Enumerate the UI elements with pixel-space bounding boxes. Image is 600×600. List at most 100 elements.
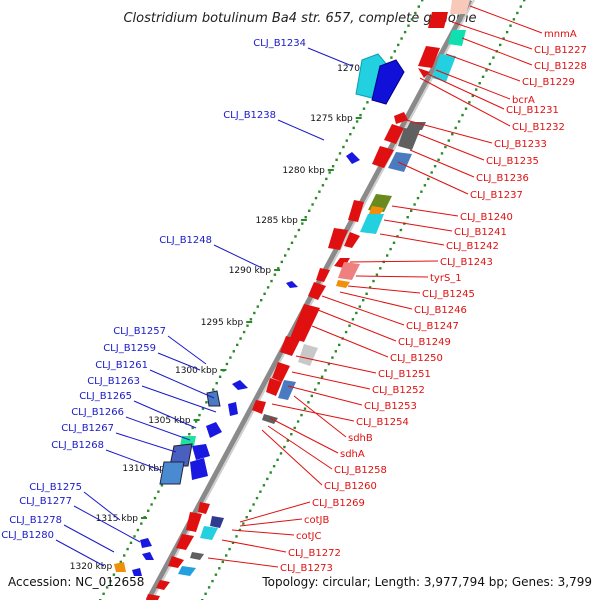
- gene-label-CLJ_B1267[interactable]: CLJ_B1267: [61, 423, 114, 434]
- gene-label-CLJ_B1278[interactable]: CLJ_B1278: [9, 515, 62, 526]
- gene-sdhB[interactable]: [278, 380, 296, 400]
- gene-CLJ_B1261[interactable]: [228, 402, 238, 416]
- gene-label-CLJ_B1260[interactable]: CLJ_B1260: [324, 481, 377, 492]
- gene-CLJ_B1266[interactable]: [169, 443, 193, 467]
- gene-CLJ_B1275[interactable]: [140, 538, 152, 548]
- gene-CLJ_B1259[interactable]: [206, 390, 221, 407]
- gene-label-CLJ_B1254[interactable]: CLJ_B1254: [356, 417, 409, 428]
- gene-CLJ_B1247[interactable]: [308, 282, 326, 300]
- gene-label-CLJ_B1252[interactable]: CLJ_B1252: [372, 385, 425, 396]
- gene-CLJ_B1273c[interactable]: [178, 566, 196, 576]
- gene-label-CLJ_B1248[interactable]: CLJ_B1248: [159, 235, 212, 246]
- gene-label-CLJ_B1237[interactable]: CLJ_B1237: [470, 190, 523, 201]
- gene-CLJ_B1280b[interactable]: [132, 568, 142, 576]
- gene-label-CLJ_B1269[interactable]: CLJ_B1269: [312, 498, 365, 509]
- gene-label-CLJ_B1273[interactable]: CLJ_B1273: [280, 563, 333, 574]
- gene-label-tyrS_1[interactable]: tyrS_1: [430, 273, 462, 284]
- gene-CLJ_B1257[interactable]: [232, 380, 248, 390]
- gene-label-CLJ_B1266[interactable]: CLJ_B1266: [71, 407, 124, 418]
- gene-label-CLJ_B1228[interactable]: CLJ_B1228: [534, 61, 587, 72]
- gene-CLJ_B1272[interactable]: [176, 534, 194, 550]
- gene-CLJ_B1231[interactable]: [418, 68, 430, 78]
- gene-label-CLJ_B1257[interactable]: CLJ_B1257: [113, 326, 166, 337]
- gene-label-CLJ_B1236[interactable]: CLJ_B1236: [476, 173, 529, 184]
- gene-label-CLJ_B1234[interactable]: CLJ_B1234: [253, 38, 306, 49]
- gene-tyrS_1[interactable]: [338, 262, 360, 280]
- gene-CLJ_B1252[interactable]: [272, 362, 290, 382]
- gene-CLJ_B1248[interactable]: [286, 281, 298, 288]
- gene-label-CLJ_B1250[interactable]: CLJ_B1250: [390, 353, 443, 364]
- gene-label-CLJ_B1263[interactable]: CLJ_B1263: [87, 376, 140, 387]
- gene-label-CLJ_B1253[interactable]: CLJ_B1253: [364, 401, 417, 412]
- gene-CLJ_B1227[interactable]: [428, 12, 448, 28]
- gene-label-cotJB[interactable]: cotJB: [304, 515, 329, 526]
- gene-CLJ_B1245[interactable]: [336, 280, 350, 288]
- gene-CLJ_B1268b[interactable]: [190, 458, 208, 480]
- gene-CLJ_B1269[interactable]: [198, 502, 210, 514]
- gene-label-CLJ_B1275[interactable]: CLJ_B1275: [29, 482, 82, 493]
- gene-label-bcrA[interactable]: bcrA: [512, 95, 535, 106]
- gene-mnmA[interactable]: [450, 0, 470, 14]
- gene-label-CLJ_B1280[interactable]: CLJ_B1280: [1, 530, 54, 541]
- gene-CLJ_B1242b[interactable]: [344, 232, 360, 248]
- gene-CLJ_B1238[interactable]: [346, 152, 360, 164]
- gene-label-CLJ_B1243[interactable]: CLJ_B1243: [440, 257, 493, 268]
- gene-CLJ_B1273d[interactable]: [156, 580, 170, 590]
- gene-CLJ_B1249[interactable]: [290, 304, 320, 342]
- gene-tail[interactable]: [146, 594, 160, 600]
- gene-CLJ_B1267[interactable]: [192, 444, 210, 460]
- gene-CLJ_B1251[interactable]: [298, 344, 318, 366]
- gene-CLJ_B1277[interactable]: [142, 552, 154, 560]
- gene-cotJB-b[interactable]: [186, 512, 202, 532]
- gene-label-CLJ_B1247[interactable]: CLJ_B1247: [406, 321, 459, 332]
- gene-CLJ_B1240b[interactable]: [348, 200, 364, 222]
- gene-label-CLJ_B1232[interactable]: CLJ_B1232: [512, 122, 565, 133]
- gene-label-CLJ_B1235[interactable]: CLJ_B1235: [486, 156, 539, 167]
- gene-label-sdhA[interactable]: sdhA: [340, 449, 365, 460]
- gene-label-CLJ_B1261[interactable]: CLJ_B1261: [95, 360, 148, 371]
- gene-CLJ_B1250[interactable]: [280, 336, 300, 356]
- gene-CLJ_B1243[interactable]: [334, 258, 350, 268]
- gene-label-CLJ_B1272[interactable]: CLJ_B1272: [288, 548, 341, 559]
- gene-CLJ_B1229[interactable]: [418, 46, 440, 68]
- gene-label-CLJ_B1241[interactable]: CLJ_B1241: [454, 227, 507, 238]
- gene-CLJ_B1234b[interactable]: [371, 59, 405, 105]
- gene-label-CLJ_B1258[interactable]: CLJ_B1258: [334, 465, 387, 476]
- gene-CLJ_B1236b[interactable]: [398, 128, 420, 150]
- gene-label-CLJ_B1238[interactable]: CLJ_B1238: [223, 110, 276, 121]
- gene-label-CLJ_B1231[interactable]: CLJ_B1231: [506, 105, 559, 116]
- gene-CLJ_B1263[interactable]: [206, 422, 222, 438]
- gene-CLJ_B1241b[interactable]: [360, 214, 384, 234]
- gene-label-cotJC[interactable]: cotJC: [296, 531, 321, 542]
- gene-bcrA[interactable]: [432, 54, 456, 82]
- gene-sdhA[interactable]: [262, 414, 278, 424]
- gene-CLJ_B1228[interactable]: [448, 30, 466, 46]
- gene-CLJ_B1236[interactable]: [384, 124, 404, 144]
- gene-label-CLJ_B1246[interactable]: CLJ_B1246: [414, 305, 467, 316]
- gene-label-mnmA[interactable]: mnmA: [544, 29, 577, 40]
- gene-CLJ_B1253[interactable]: [266, 378, 282, 396]
- gene-label-CLJ_B1240[interactable]: CLJ_B1240: [460, 212, 513, 223]
- gene-CLJ_B1273[interactable]: [190, 552, 204, 560]
- gene-label-CLJ_B1277[interactable]: CLJ_B1277: [19, 496, 72, 507]
- gene-label-CLJ_B1251[interactable]: CLJ_B1251: [378, 369, 431, 380]
- gene-label-CLJ_B1242[interactable]: CLJ_B1242: [446, 241, 499, 252]
- gene-CLJ_B1237b[interactable]: [388, 152, 412, 172]
- gene-CLJ_B1254[interactable]: [252, 400, 266, 414]
- gene-label-CLJ_B1233[interactable]: CLJ_B1233: [494, 139, 547, 150]
- gene-CLJ_B1273b[interactable]: [168, 556, 184, 568]
- gene-label-CLJ_B1249[interactable]: CLJ_B1249: [398, 337, 451, 348]
- gene-CLJ_B1237[interactable]: [372, 146, 394, 168]
- gene-label-CLJ_B1245[interactable]: CLJ_B1245: [422, 289, 475, 300]
- gene-CLJ_B1242[interactable]: [328, 228, 348, 250]
- gene-label-CLJ_B1227[interactable]: CLJ_B1227: [534, 45, 587, 56]
- gene-cotJC[interactable]: [200, 526, 218, 540]
- gene-CLJ_B1246[interactable]: [316, 268, 330, 282]
- gene-label-CLJ_B1259[interactable]: CLJ_B1259: [103, 343, 156, 354]
- gene-label-sdhB[interactable]: sdhB: [348, 433, 373, 444]
- gene-cotJB[interactable]: [210, 516, 224, 528]
- gene-label-CLJ_B1229[interactable]: CLJ_B1229: [522, 77, 575, 88]
- gene-CLJ_B1233[interactable]: [394, 112, 408, 124]
- gene-CLJ_B1268[interactable]: [159, 461, 185, 485]
- gene-label-CLJ_B1265[interactable]: CLJ_B1265: [79, 391, 132, 402]
